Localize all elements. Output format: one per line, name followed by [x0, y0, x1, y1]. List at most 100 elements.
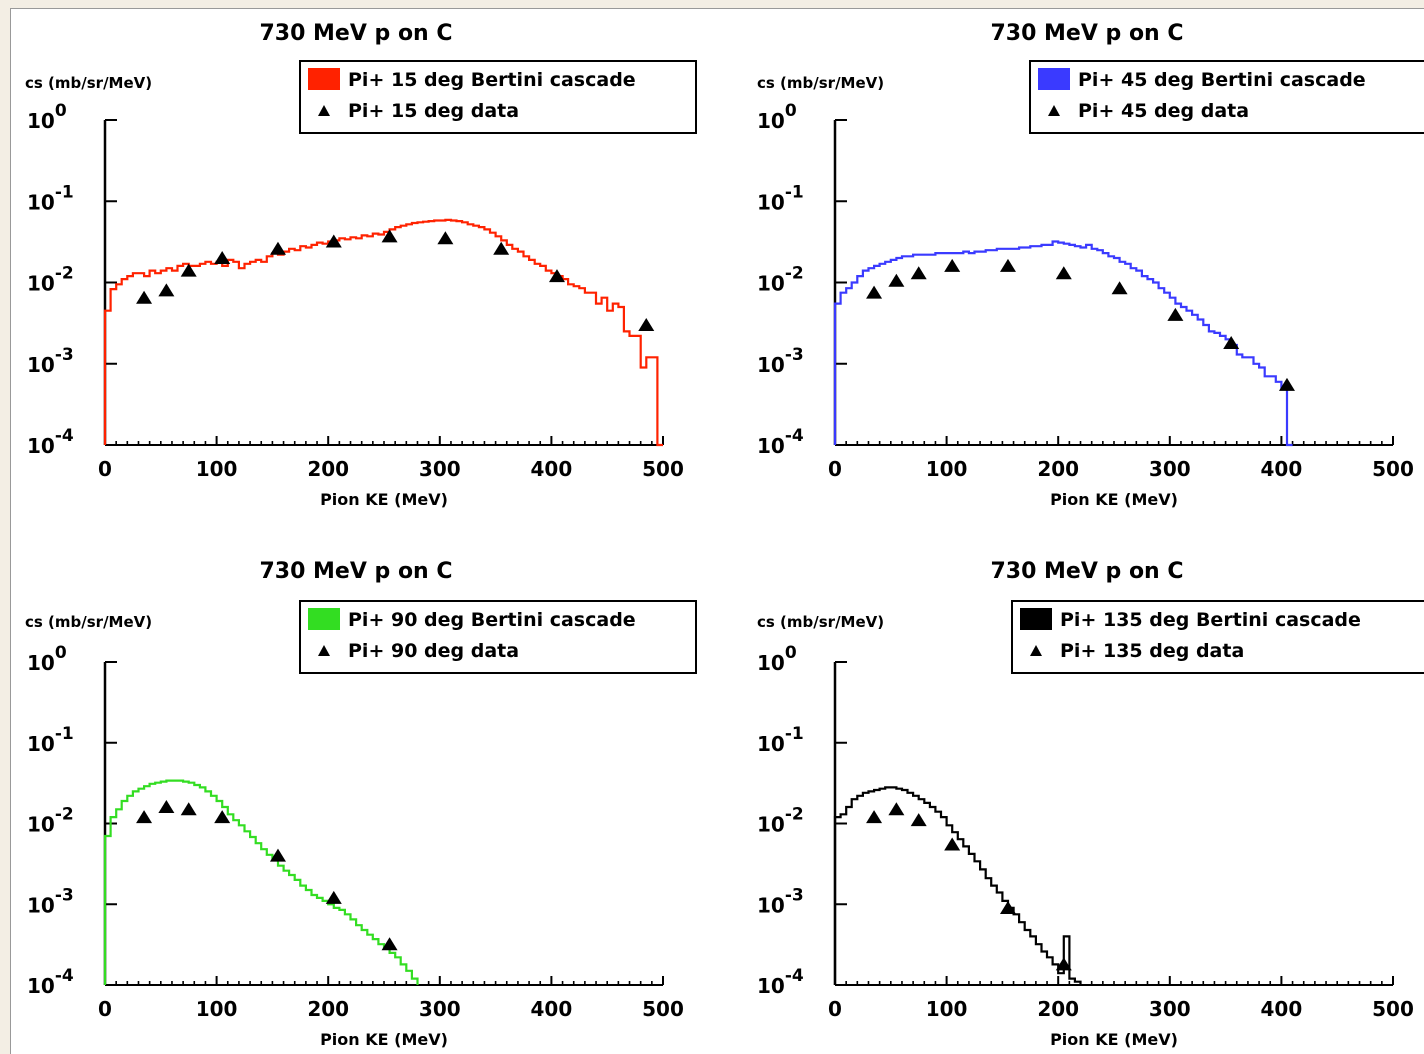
legend-entry: Pi+ 15 deg data — [348, 100, 519, 122]
y-tick-base: 10 — [757, 190, 785, 214]
legend-swatch — [308, 608, 340, 630]
data-point-marker — [214, 810, 231, 824]
data-point-marker — [214, 251, 231, 265]
y-tick-base: 10 — [27, 353, 55, 377]
y-tick-base: 10 — [27, 813, 55, 837]
y-tick-base: 10 — [757, 813, 785, 837]
y-tick-label: 10-2 — [27, 805, 74, 837]
legend: Pi+ 135 deg Bertini cascade Pi+ 135 deg d… — [1011, 600, 1424, 674]
y-tick-label: 10-1 — [27, 182, 74, 214]
y-tick-label: 10-3 — [757, 345, 804, 377]
y-tick-label: 10-4 — [757, 426, 804, 458]
y-tick-label: 10-3 — [757, 885, 804, 917]
x-tick-label: 500 — [1372, 457, 1414, 481]
x-axis-label: Pion KE (MeV) — [1050, 490, 1178, 509]
legend-swatch — [1020, 608, 1052, 630]
y-tick-exponent: -3 — [55, 345, 74, 365]
y-tick-base: 10 — [27, 109, 55, 133]
y-tick-exponent: -4 — [785, 426, 804, 446]
y-axis-label: cs (mb/sr/MeV) — [25, 613, 152, 631]
y-tick-exponent: 0 — [785, 643, 797, 663]
x-axis-label: Pion KE (MeV) — [320, 1030, 448, 1049]
data-point-marker — [493, 241, 510, 255]
data-point-marker — [866, 285, 883, 299]
y-tick-base: 10 — [757, 272, 785, 296]
series-histogram-1 — [833, 786, 1082, 985]
x-tick-label: 200 — [1037, 997, 1079, 1021]
y-tick-base: 10 — [757, 651, 785, 675]
data-point-marker — [888, 802, 905, 816]
y-tick-exponent: 0 — [785, 101, 797, 121]
legend: Pi+ 45 deg Bertini cascade Pi+ 45 deg dat… — [1029, 60, 1424, 134]
legend: Pi+ 15 deg Bertini cascade Pi+ 15 deg dat… — [299, 60, 697, 134]
data-point-marker — [180, 263, 197, 277]
x-tick-label: 100 — [196, 457, 238, 481]
x-tick-label: 400 — [531, 457, 573, 481]
data-point-marker — [1167, 307, 1184, 321]
y-tick-label: 10-1 — [27, 724, 74, 756]
data-point-marker — [180, 802, 197, 816]
legend-marker — [1030, 645, 1042, 656]
x-tick-label: 100 — [926, 997, 968, 1021]
legend-swatch — [308, 68, 340, 90]
y-tick-exponent: -4 — [55, 966, 74, 986]
x-tick-label: 100 — [196, 997, 238, 1021]
chart-title: 730 MeV p on C — [990, 559, 1183, 584]
y-tick-label: 10-2 — [757, 264, 804, 296]
legend-marker — [318, 645, 330, 656]
data-point-marker — [999, 258, 1016, 272]
y-axis-label: cs (mb/sr/MeV) — [25, 74, 152, 92]
legend-entry: Pi+ 45 deg data — [1078, 100, 1249, 122]
data-point-marker — [999, 900, 1016, 914]
legend-entry: Pi+ 90 deg Bertini cascade — [348, 609, 636, 631]
chart-panel-1: 730 MeV p on C cs (mb/sr/MeV) Pion KE (MeV… — [25, 21, 697, 509]
y-tick-label: 10-4 — [27, 426, 74, 458]
data-point-marker — [1055, 957, 1072, 971]
y-tick-label: 10-1 — [757, 182, 804, 214]
chart-title: 730 MeV p on C — [990, 21, 1183, 46]
data-point-marker — [381, 937, 398, 951]
x-tick-label: 0 — [98, 457, 112, 481]
data-point-marker — [1111, 281, 1128, 295]
data-point-marker — [638, 317, 655, 331]
x-tick-label: 200 — [1037, 457, 1079, 481]
y-tick-base: 10 — [757, 353, 785, 377]
y-tick-label: 100 — [27, 643, 67, 675]
chart-panel-4: 730 MeV p on C cs (mb/sr/MeV) Pion KE (MeV… — [757, 559, 1424, 1049]
y-tick-label: 10-4 — [27, 966, 74, 998]
data-point-marker — [158, 283, 175, 297]
legend-box — [299, 600, 697, 674]
y-tick-label: 100 — [757, 101, 797, 133]
x-tick-label: 0 — [828, 997, 842, 1021]
y-tick-base: 10 — [757, 434, 785, 458]
y-tick-exponent: 0 — [55, 101, 67, 121]
data-point-marker — [866, 810, 883, 824]
data-point-marker — [158, 800, 175, 814]
y-tick-exponent: -3 — [55, 885, 74, 905]
y-tick-exponent: 0 — [55, 643, 67, 663]
data-point-marker — [437, 231, 454, 245]
x-tick-label: 300 — [419, 997, 461, 1021]
y-tick-label: 10-4 — [757, 966, 804, 998]
y-tick-base: 10 — [27, 651, 55, 675]
legend: Pi+ 90 deg Bertini cascade Pi+ 90 deg dat… — [299, 600, 697, 674]
data-point-marker — [888, 273, 905, 287]
x-tick-label: 300 — [1149, 457, 1191, 481]
data-point-marker — [325, 234, 342, 248]
y-tick-exponent: -2 — [785, 264, 804, 284]
y-tick-base: 10 — [27, 732, 55, 756]
x-tick-label: 0 — [98, 997, 112, 1021]
x-tick-label: 400 — [1261, 997, 1303, 1021]
y-tick-label: 10-2 — [757, 805, 804, 837]
data-point-marker — [910, 813, 927, 827]
x-tick-label: 0 — [828, 457, 842, 481]
data-point-marker — [548, 269, 565, 283]
y-tick-base: 10 — [27, 974, 55, 998]
data-point-marker — [944, 837, 961, 851]
chart-title: 730 MeV p on C — [259, 21, 452, 46]
legend-entry: Pi+ 15 deg Bertini cascade — [348, 69, 636, 91]
y-tick-base: 10 — [27, 893, 55, 917]
data-point-marker — [269, 241, 286, 255]
data-point-marker — [1055, 266, 1072, 280]
legend-box — [299, 60, 697, 134]
